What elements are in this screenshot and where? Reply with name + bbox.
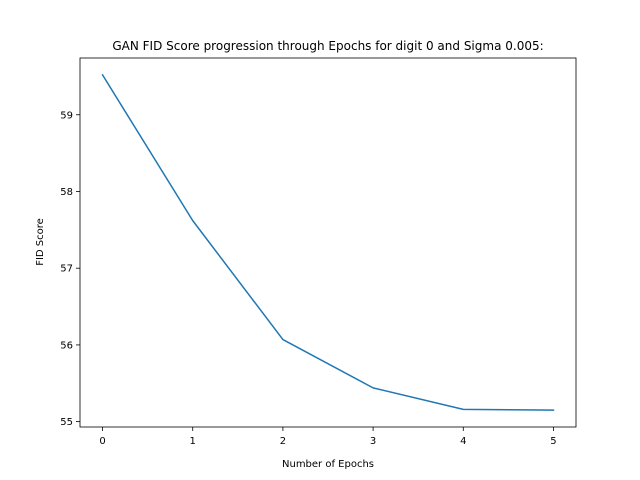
x-tick-label: 2 xyxy=(280,436,286,447)
x-tick-label: 0 xyxy=(99,436,105,447)
chart-title: GAN FID Score progression through Epochs… xyxy=(112,39,543,53)
y-tick-label: 55 xyxy=(60,417,73,428)
series-line xyxy=(101,73,555,411)
y-tick-label: 56 xyxy=(60,340,73,351)
x-tick-label: 5 xyxy=(550,436,556,447)
y-axis-label: FID Score xyxy=(35,218,46,266)
axes-frame xyxy=(79,57,577,428)
y-tick-label: 59 xyxy=(60,110,73,121)
x-tick-label: 4 xyxy=(460,436,466,447)
y-tick-label: 57 xyxy=(60,264,73,275)
x-axis-label: Number of Epochs xyxy=(282,459,374,470)
x-tick-label: 1 xyxy=(190,436,196,447)
y-tick-label: 58 xyxy=(60,187,73,198)
x-tick-label: 3 xyxy=(370,436,376,447)
